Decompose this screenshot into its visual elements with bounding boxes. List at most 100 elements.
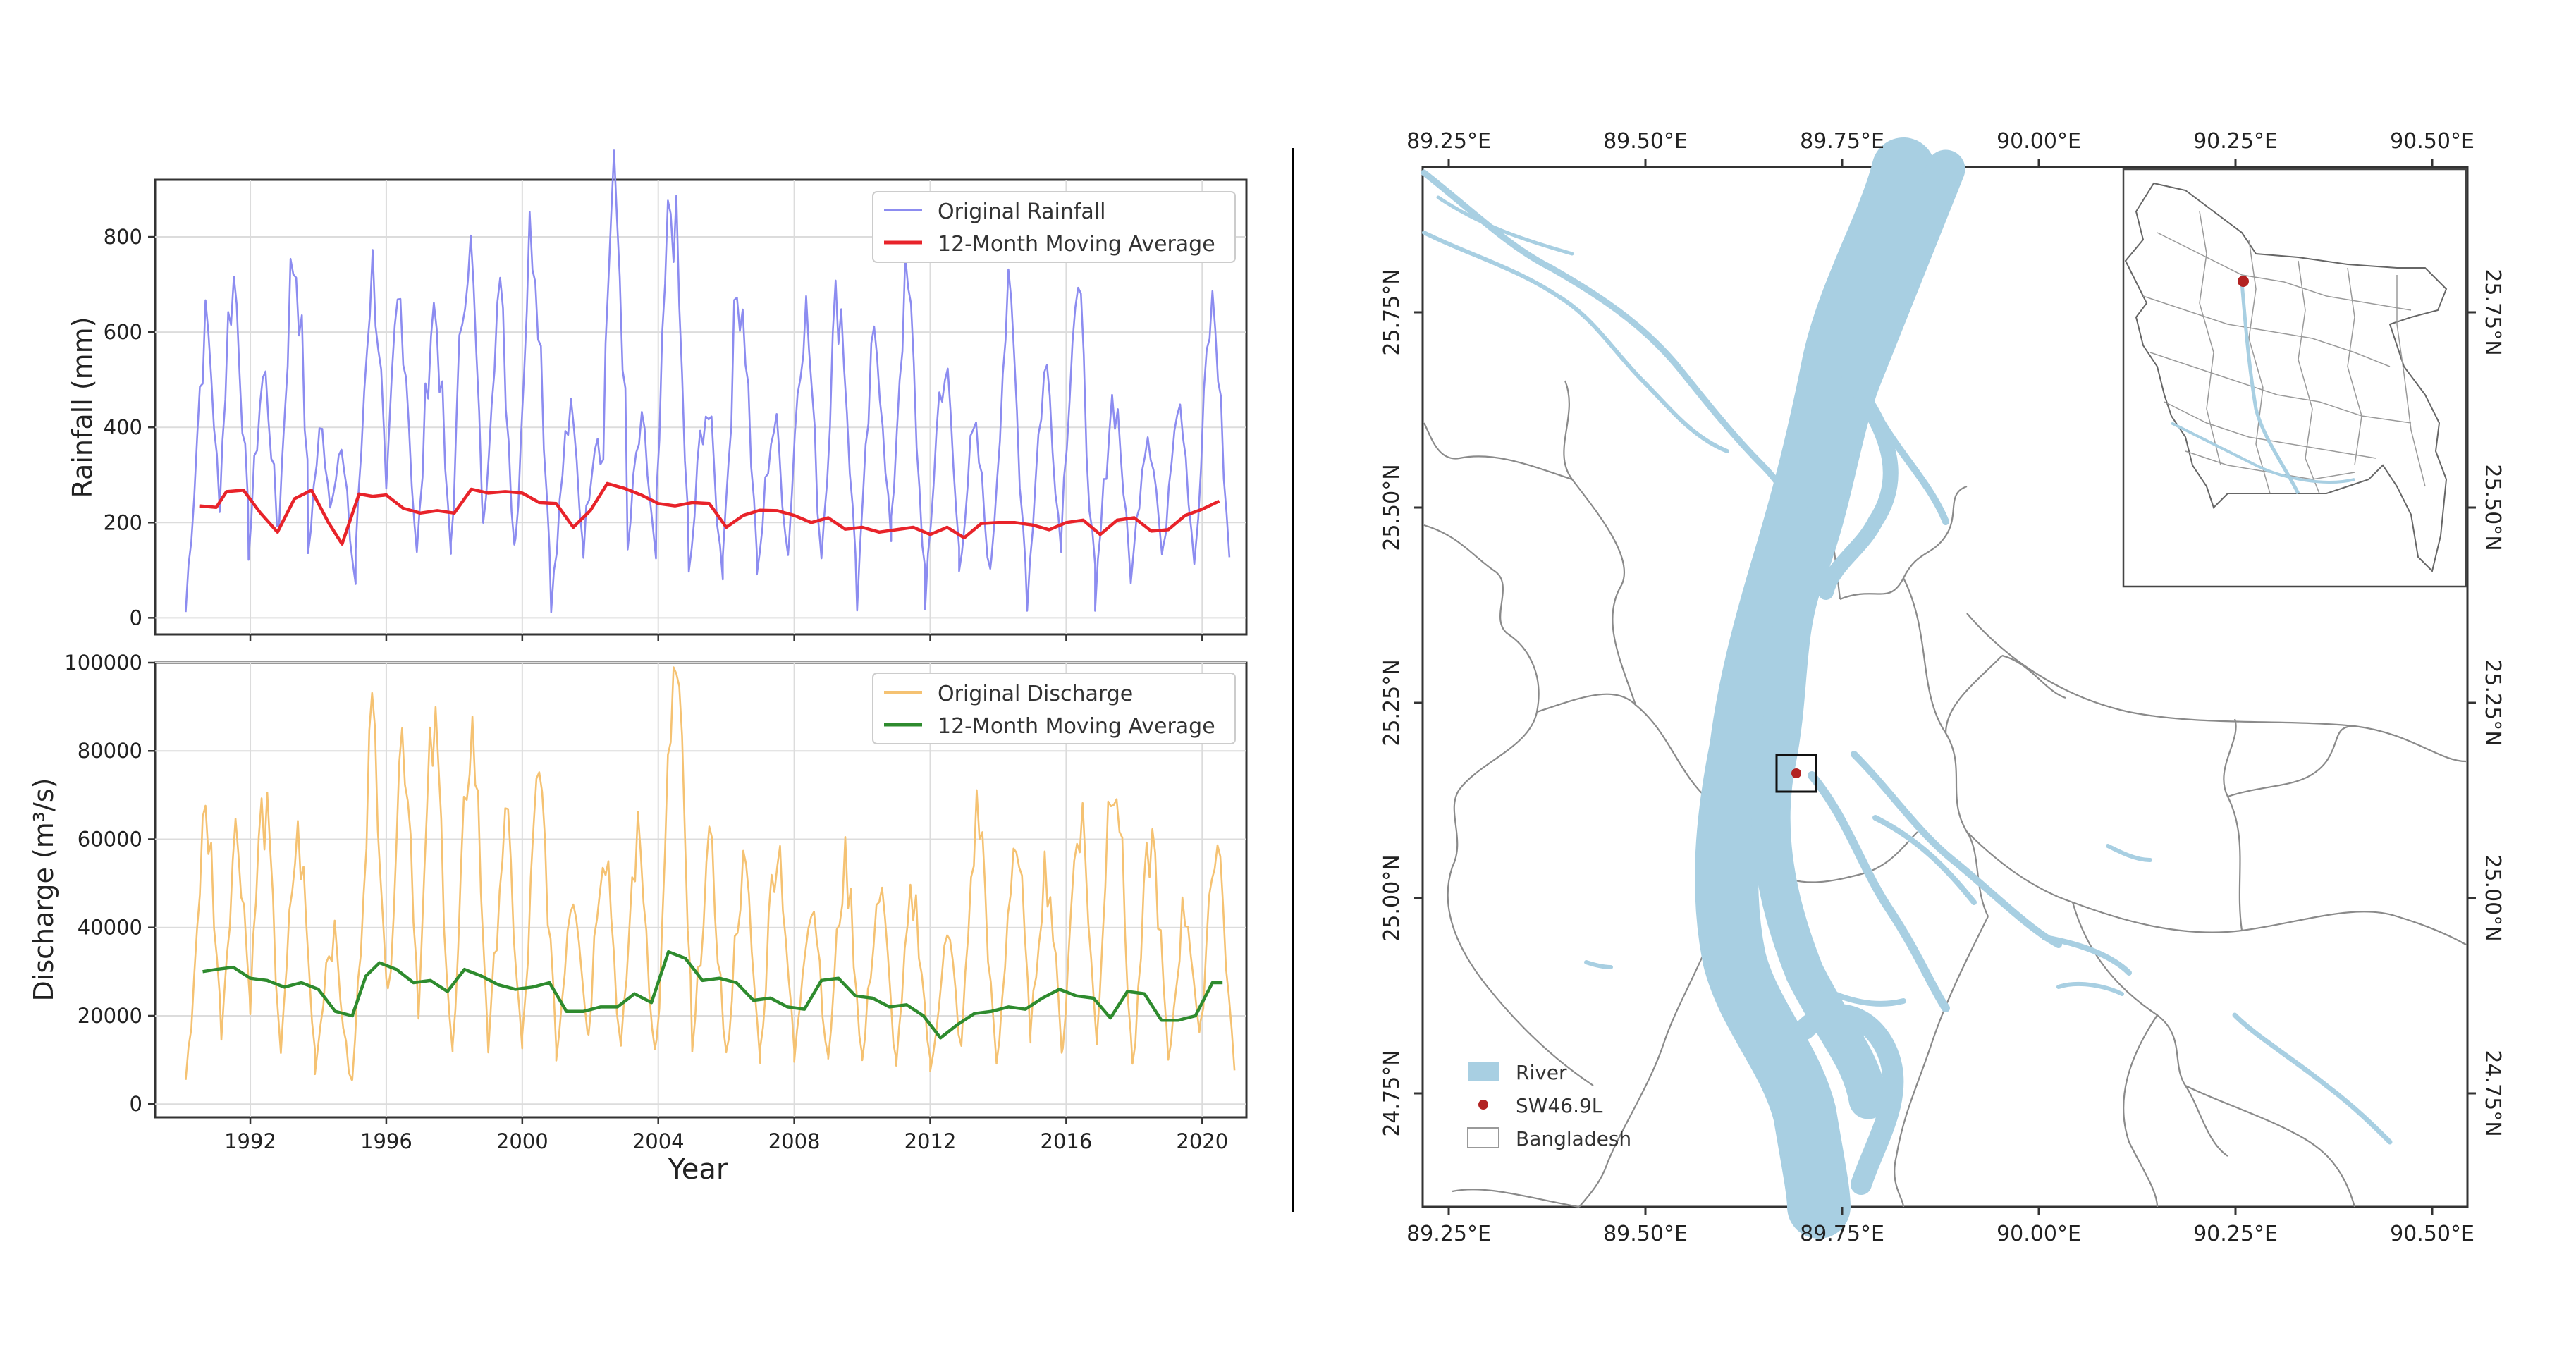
discharge-y-tick-label: 40000 bbox=[78, 916, 142, 940]
district-border bbox=[1423, 422, 1573, 481]
rainfall-legend: Original Rainfall 12-Month Moving Averag… bbox=[872, 191, 1236, 263]
river-channel bbox=[1751, 149, 1965, 1119]
discharge-moving-average-line bbox=[202, 950, 1223, 1040]
river-channel bbox=[2106, 844, 2152, 862]
river-channel bbox=[1808, 771, 1950, 1012]
district-border bbox=[1578, 909, 1722, 1208]
map-top-tick-label: 89.25°E bbox=[1406, 129, 1491, 154]
map-bottom-tick-label: 90.00°E bbox=[1997, 1222, 2081, 1246]
inset-bangladesh-outline bbox=[2124, 182, 2448, 572]
map-ticks-bottom: 89.25°E 89.50°E 89.75°E 90.00°E 90.25°E … bbox=[1406, 1207, 2474, 1246]
district-border bbox=[1839, 485, 1968, 601]
rainfall-grid bbox=[155, 180, 1246, 634]
rainfall-legend-original-label: Original Rainfall bbox=[938, 199, 1105, 224]
discharge-x-tick-label: 1996 bbox=[360, 1129, 412, 1153]
map-top-tick-label: 89.75°E bbox=[1800, 129, 1884, 154]
district-border bbox=[1966, 831, 2467, 945]
discharge-y-tick-label: 0 bbox=[130, 1092, 142, 1116]
inset-district-border bbox=[2347, 267, 2362, 466]
discharge-x-tick-label: 2020 bbox=[1176, 1129, 1228, 1153]
map-right-tick-label: 24.75°N bbox=[2480, 1050, 2505, 1136]
map-ticks-top: 89.25°E 89.50°E 89.75°E 90.00°E 90.25°E … bbox=[1406, 129, 2474, 167]
district-border bbox=[1423, 524, 1540, 868]
map-ticks-left: 25.75°N 25.50°N 25.25°N 25.00°N 24.75°N bbox=[1380, 269, 1423, 1137]
rainfall-y-tick-label: 0 bbox=[130, 606, 142, 630]
district-border bbox=[2223, 718, 2243, 931]
map-bottom-tick-label: 89.75°E bbox=[1800, 1222, 1884, 1246]
discharge-x-tick-label: 2000 bbox=[496, 1129, 548, 1153]
legend-station-swatch bbox=[1478, 1100, 1488, 1110]
inset-district-border bbox=[2142, 295, 2391, 367]
discharge-x-tick-label: 2012 bbox=[904, 1129, 957, 1153]
rainfall-series bbox=[185, 149, 1231, 613]
river-channel bbox=[1422, 231, 1729, 453]
river-channel bbox=[1879, 419, 1949, 525]
station-highlight-box bbox=[1775, 754, 1817, 793]
river-channel bbox=[1851, 751, 2062, 948]
map-left-tick-label: 25.00°N bbox=[1380, 854, 1404, 941]
map-top-tick-label: 89.50°E bbox=[1603, 129, 1688, 154]
district-border bbox=[2071, 902, 2228, 1157]
discharge-legend-original-label: Original Discharge bbox=[938, 682, 1133, 706]
study-area-map: River SW46.9L Bangladesh 89.25°E 89.50°E… bbox=[1380, 129, 2505, 1246]
district-border bbox=[1447, 866, 1594, 1086]
discharge-y-tick-label: 60000 bbox=[78, 827, 142, 851]
river-channel bbox=[1818, 387, 1899, 600]
river-channel bbox=[2232, 1012, 2393, 1145]
legend-country-swatch bbox=[1467, 1127, 1499, 1148]
map-right-tick-label: 25.25°N bbox=[2480, 659, 2505, 746]
district-border bbox=[1966, 613, 2467, 763]
legend-station-label: SW46.9L bbox=[1516, 1094, 1603, 1117]
map-left-tick-label: 25.75°N bbox=[1380, 269, 1404, 355]
rainfall-y-tick-label: 400 bbox=[104, 415, 142, 439]
district-border bbox=[1903, 577, 1989, 917]
inset-district-border bbox=[2157, 232, 2412, 311]
discharge-y-tick-label: 20000 bbox=[78, 1004, 142, 1028]
map-right-tick-label: 25.00°N bbox=[2480, 854, 2505, 941]
rainfall-original-line bbox=[185, 149, 1231, 613]
discharge-legend-average-label: 12-Month Moving Average bbox=[938, 714, 1215, 739]
inset-district-border bbox=[2248, 239, 2271, 494]
rainfall-y-tick-label: 600 bbox=[104, 320, 142, 344]
map-top-tick-label: 90.50°E bbox=[2390, 129, 2474, 154]
discharge-x-axis-label: Year bbox=[668, 1153, 728, 1186]
district-border bbox=[2185, 1085, 2356, 1208]
discharge-chart: 0 20000 40000 60000 80000 100000 1992 1996 2000… bbox=[28, 651, 1248, 1186]
rainfall-legend-average-label: 12-Month Moving Average bbox=[938, 232, 1215, 257]
map-top-tick-label: 90.00°E bbox=[1997, 129, 2081, 154]
map-bottom-tick-label: 89.25°E bbox=[1406, 1222, 1491, 1246]
map-right-tick-label: 25.75°N bbox=[2480, 269, 2505, 355]
map-top-tick-label: 90.25°E bbox=[2193, 129, 2278, 154]
map-left-tick-label: 24.75°N bbox=[1380, 1050, 1404, 1136]
river-channel bbox=[1584, 960, 1613, 969]
rainfall-y-tick-label: 800 bbox=[104, 225, 142, 249]
discharge-x-tick-label: 1992 bbox=[224, 1129, 276, 1153]
district-border bbox=[2227, 725, 2355, 798]
discharge-y-tick-label: 100000 bbox=[64, 651, 142, 675]
rainfall-chart: 0 200 400 600 800 Rainfall (mm) Original Rai… bbox=[67, 149, 1248, 641]
inset-district-border bbox=[2396, 275, 2426, 487]
map-right-tick-label: 25.50°N bbox=[2480, 464, 2505, 551]
discharge-y-tick-label: 80000 bbox=[78, 739, 142, 763]
inset-map bbox=[2122, 168, 2467, 588]
district-border bbox=[2001, 654, 2066, 699]
inset-station-marker bbox=[2238, 276, 2249, 287]
map-legend: River SW46.9L Bangladesh bbox=[1467, 1061, 1631, 1150]
station-marker bbox=[1791, 768, 1801, 778]
district-border bbox=[1452, 1189, 1580, 1208]
district-border bbox=[1894, 916, 1989, 1208]
rainfall-moving-average-line bbox=[199, 481, 1220, 546]
inset-district-border bbox=[2199, 211, 2221, 466]
discharge-x-tick-label: 2008 bbox=[768, 1129, 821, 1153]
legend-river-label: River bbox=[1516, 1061, 1567, 1084]
discharge-legend: Original Discharge 12-Month Moving Avera… bbox=[872, 673, 1236, 744]
discharge-y-axis-label: Discharge (m³/s) bbox=[28, 778, 59, 1002]
map-left-tick-label: 25.50°N bbox=[1380, 464, 1404, 551]
river-channel bbox=[2042, 935, 2132, 976]
river-channel bbox=[1816, 984, 1906, 1007]
river-channel bbox=[2056, 981, 2124, 996]
river-channel bbox=[1436, 195, 1574, 256]
map-ticks-right: 25.75°N 25.50°N 25.25°N 25.00°N 24.75°N bbox=[2467, 269, 2505, 1137]
rainfall-y-tick-label: 200 bbox=[104, 510, 142, 534]
